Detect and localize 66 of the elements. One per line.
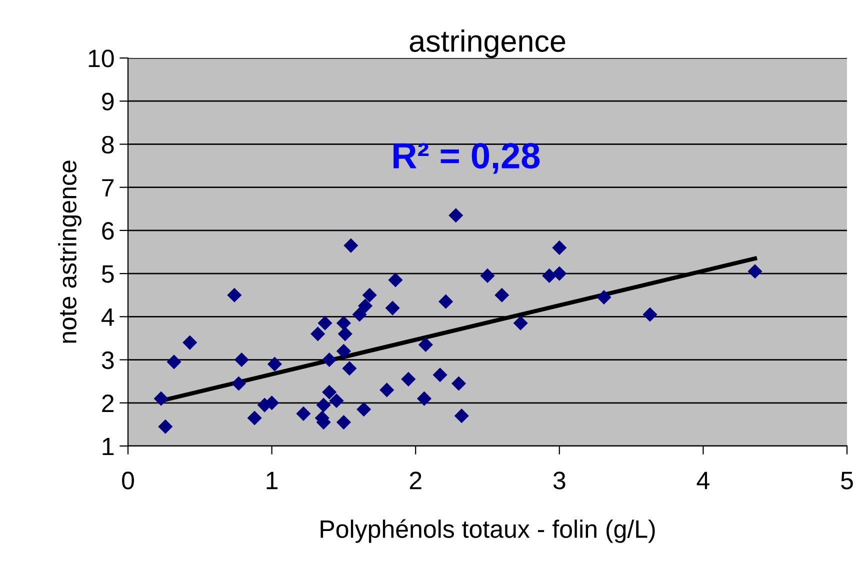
point: [418, 337, 433, 352]
y-tick-label: 6: [102, 222, 114, 240]
point: [480, 268, 495, 283]
point: [318, 316, 332, 330]
point: [352, 307, 367, 322]
y-axis-title: note astringence: [58, 160, 82, 343]
point: [513, 316, 528, 330]
x-tick-label: 5: [841, 472, 853, 490]
annotation: R² = 0,28: [394, 143, 540, 174]
point: [748, 264, 762, 279]
y-tick-label: 3: [102, 351, 114, 370]
point: [342, 361, 357, 376]
point: [231, 376, 246, 391]
point: [336, 415, 351, 430]
point: [454, 408, 469, 424]
point: [596, 290, 612, 305]
point: [336, 316, 351, 330]
point: [322, 384, 337, 400]
point: [154, 391, 168, 406]
point: [432, 368, 448, 382]
point: [401, 372, 416, 386]
point: [316, 398, 331, 412]
point: [336, 344, 351, 358]
point: [234, 352, 249, 368]
chart-title: astringence: [410, 30, 566, 58]
x-tick-label: 2: [410, 472, 422, 490]
point: [227, 288, 242, 302]
y-tick-label: 8: [102, 136, 114, 154]
point: [344, 238, 358, 253]
y-tick-label: 9: [102, 92, 114, 110]
point: [356, 402, 372, 417]
point: [438, 294, 454, 309]
point: [416, 391, 432, 406]
x-tick-label: 0: [122, 472, 134, 490]
y-tick-label: 4: [101, 308, 114, 326]
y-tick-label: 10: [88, 50, 114, 68]
point: [158, 419, 173, 434]
point: [338, 326, 352, 342]
point: [494, 288, 510, 302]
point: [552, 266, 567, 281]
y-tick-label: 1: [102, 438, 114, 456]
point: [380, 382, 394, 398]
point: [310, 326, 326, 342]
point: [451, 376, 466, 391]
point: [247, 410, 262, 426]
point: [166, 354, 182, 370]
point: [182, 335, 198, 350]
point: [322, 352, 337, 368]
point: [358, 298, 373, 314]
x-tick-label: 1: [266, 472, 278, 490]
point: [362, 288, 377, 302]
y-tick-label: 7: [102, 179, 114, 196]
point: [296, 406, 311, 421]
point: [552, 240, 567, 255]
point: [388, 272, 403, 288]
point: [329, 393, 344, 408]
x-tick-label: 4: [696, 472, 710, 490]
x-tick-label: 3: [553, 472, 566, 490]
point: [385, 300, 400, 316]
y-tick-label: 5: [102, 265, 114, 283]
point: [642, 307, 658, 322]
x-axis-title: Polyphénols totaux - folin (g/L): [320, 519, 655, 543]
point: [267, 356, 282, 372]
y-tick-label: 2: [102, 394, 114, 412]
point: [448, 208, 464, 223]
point: [542, 268, 557, 283]
